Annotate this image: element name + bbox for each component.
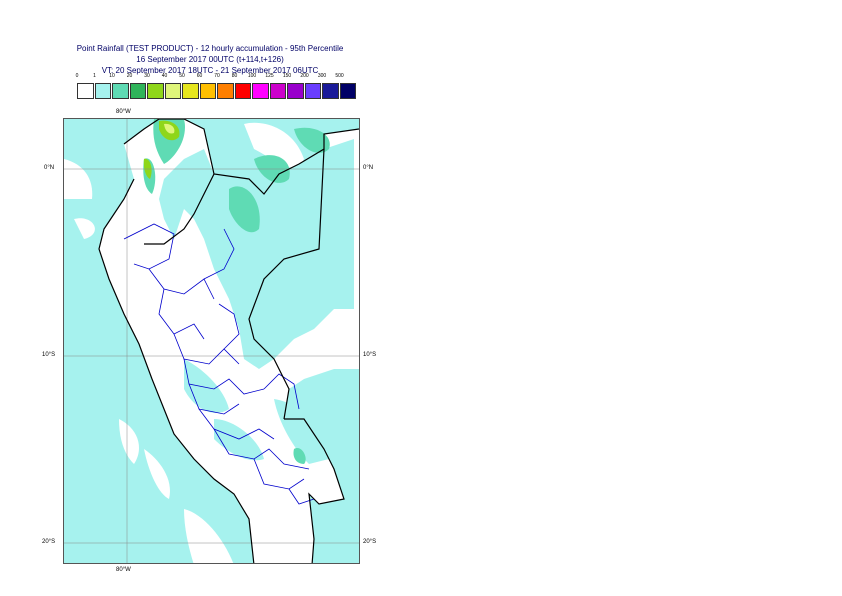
legend-label: 150 bbox=[282, 73, 292, 79]
legend-color-box bbox=[112, 83, 129, 99]
legend-label: 40 bbox=[161, 73, 168, 79]
legend-label: 100 bbox=[247, 73, 257, 79]
legend-label: 200 bbox=[300, 73, 309, 79]
legend-color-box bbox=[94, 83, 111, 99]
title-line-2: 16 September 2017 00UTC (t+114,t+126) bbox=[136, 55, 284, 64]
legend-color-box bbox=[322, 83, 339, 99]
legend-label: 70 bbox=[214, 73, 220, 79]
title-line-1: Point Rainfall (TEST PRODUCT) - 12 hourl… bbox=[76, 44, 344, 53]
legend-color-box bbox=[147, 83, 164, 99]
lon-label-bottom: 80°W bbox=[116, 567, 131, 573]
lon-label-top: 80°W bbox=[116, 109, 131, 115]
lat-label-right-0: 0°N bbox=[363, 165, 374, 171]
legend-label: 30 bbox=[144, 73, 150, 79]
legend-label: 0 bbox=[75, 73, 79, 79]
land-rain-patches bbox=[159, 139, 354, 464]
admin-borders bbox=[123, 223, 315, 505]
no-rain-patches bbox=[64, 122, 345, 563]
legend-label: 125 bbox=[265, 73, 274, 79]
lat-label-left-20s: 20°S bbox=[42, 539, 56, 545]
legend-label: 80 bbox=[231, 73, 238, 79]
legend-color-box bbox=[164, 83, 181, 99]
legend-color-box bbox=[339, 83, 356, 99]
lat-label-right-10s: 10°S bbox=[363, 352, 377, 358]
legend-color-box bbox=[77, 83, 94, 99]
legend-color-box bbox=[304, 83, 321, 99]
legend-color-box bbox=[234, 83, 251, 99]
legend-color-box bbox=[269, 83, 286, 99]
legend-label: 50 bbox=[179, 73, 185, 79]
national-borders bbox=[98, 119, 359, 563]
legend-color-box bbox=[129, 83, 146, 99]
legend-label: 1 bbox=[93, 73, 96, 79]
legend-color-box bbox=[252, 83, 269, 99]
legend-color-box bbox=[182, 83, 199, 99]
map-panel bbox=[63, 118, 360, 564]
legend-label: 20 bbox=[126, 73, 133, 79]
legend-label: 500 bbox=[335, 73, 344, 79]
legend-color-box bbox=[199, 83, 216, 99]
legend-label: 10 bbox=[109, 73, 115, 79]
lat-label-right-20s: 20°S bbox=[363, 539, 377, 545]
legend-label: 60 bbox=[196, 73, 203, 79]
legend-color-box bbox=[287, 83, 304, 99]
legend-label: 300 bbox=[317, 73, 327, 79]
title-line-3: VT: 20 September 2017 18UTC - 21 Septemb… bbox=[101, 66, 319, 75]
lat-label-left-0: 0°N bbox=[44, 165, 55, 171]
legend-color-box bbox=[217, 83, 234, 99]
map-title: Point Rainfall (TEST PRODUCT) - 12 hourl… bbox=[60, 43, 360, 76]
rainfall-map bbox=[64, 119, 359, 563]
lat-label-left-10s: 10°S bbox=[42, 352, 56, 358]
legend-boxes bbox=[77, 83, 357, 99]
